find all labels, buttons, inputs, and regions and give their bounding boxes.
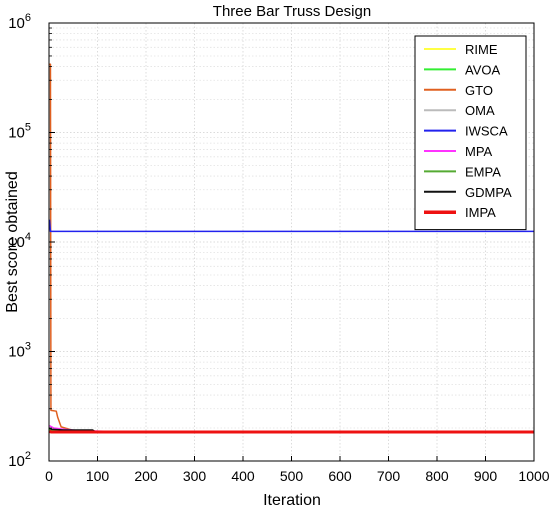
x-tick-label: 400	[231, 468, 255, 484]
x-tick-label: 100	[86, 468, 110, 484]
y-tick-label: 105	[8, 122, 31, 142]
x-tick-label: 200	[134, 468, 158, 484]
legend-label-impa: IMPA	[465, 205, 496, 220]
legend-label-avoa: AVOA	[465, 62, 500, 77]
series-lines	[48, 63, 535, 434]
x-tick-label: 600	[328, 468, 352, 484]
y-tick-label: 103	[8, 341, 31, 361]
y-tick-exponent: 3	[25, 341, 31, 353]
x-axis-ticks: 0 100 200 300 400 500 600 700 800 900 1000	[45, 456, 549, 484]
legend-label-empa: EMPA	[465, 164, 501, 179]
x-axis-label: Iteration	[263, 492, 321, 509]
legend-label-rime: RIME	[465, 42, 498, 57]
legend: RIME AVOA GTO OMA IWSCA MPA EMPA GDMPA IMPA	[414, 35, 527, 231]
legend-label-iwsca: IWSCA	[465, 124, 508, 139]
x-tick-label: 800	[425, 468, 449, 484]
grid-lines	[49, 23, 534, 461]
legend-label-mpa: MPA	[465, 144, 493, 159]
x-tick-label: 0	[45, 468, 53, 484]
x-tick-label: 1000	[518, 468, 549, 484]
y-tick-label: 102	[8, 450, 31, 470]
legend-label-gto: GTO	[465, 83, 493, 98]
x-tick-label: 300	[183, 468, 207, 484]
y-tick-exponent: 2	[25, 450, 31, 462]
y-tick-exponent: 4	[25, 231, 31, 243]
series-line-impa	[49, 430, 534, 434]
y-tick-exponent: 6	[25, 12, 31, 24]
y-axis-label: Best score obtained	[4, 171, 21, 312]
legend-box	[414, 35, 527, 231]
chart-title: Three Bar Truss Design	[213, 3, 371, 20]
legend-label-gdmpa: GDMPA	[465, 185, 512, 200]
x-tick-label: 700	[377, 468, 401, 484]
x-tick-label: 900	[474, 468, 498, 484]
y-tick-exponent: 5	[25, 122, 31, 134]
y-tick-label: 106	[8, 12, 31, 32]
legend-label-oma: OMA	[465, 103, 495, 118]
x-tick-label: 500	[280, 468, 304, 484]
series-line-iwsca	[48, 219, 534, 233]
